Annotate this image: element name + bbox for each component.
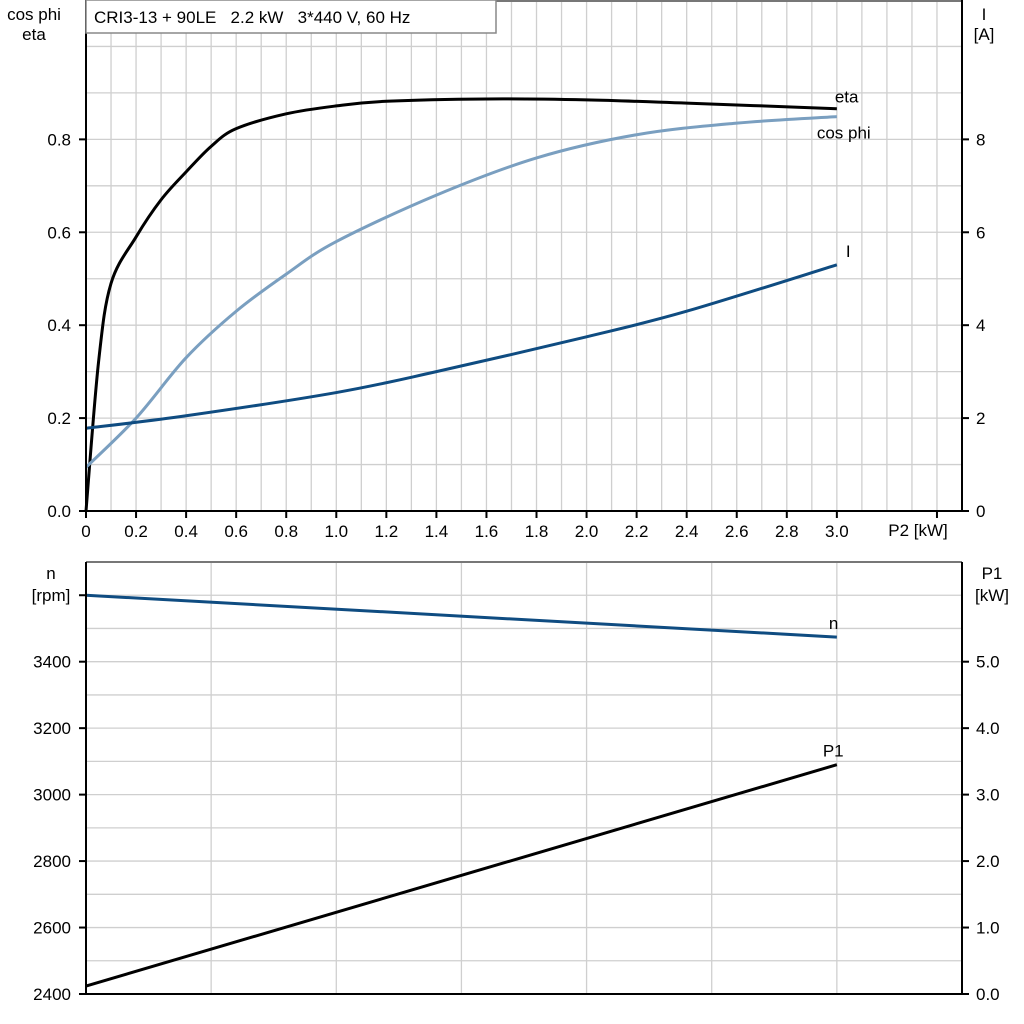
y-left-tick-label: 0.4 [47, 316, 71, 335]
series-label-n: n [829, 614, 838, 633]
curves [84, 97, 838, 988]
x-tick-label: 0.4 [174, 522, 198, 541]
x-tick-label: 2.2 [625, 522, 649, 541]
x-tick-label: 2.4 [675, 522, 699, 541]
series-label-cos-phi: cos phi [817, 124, 871, 143]
x-tick-label: 2.6 [725, 522, 749, 541]
series-label-P1: P1 [823, 742, 844, 761]
series-n [85, 593, 837, 639]
x-axis-label: P2 [kW] [888, 521, 948, 540]
y-left-tick-label: 3200 [33, 719, 71, 738]
bottom-right-axis-label-2: [kW] [975, 586, 1009, 605]
y-right-tick-label: 2.0 [976, 852, 1000, 871]
x-tick-label: 2.8 [775, 522, 799, 541]
x-tick-label: 1.6 [475, 522, 499, 541]
top-left-axis-label-1: cos phi [7, 5, 61, 24]
title-box [85, 0, 497, 34]
series-I [85, 263, 838, 430]
x-tick-label: 1.2 [375, 522, 399, 541]
x-tick-label: 3.0 [825, 522, 849, 541]
axes [79, 0, 969, 995]
y-right-tick-label: 0 [976, 502, 985, 521]
x-tick-label: 1.4 [425, 522, 449, 541]
series-eta [84, 97, 837, 512]
y-right-tick-label: 4 [976, 316, 985, 335]
y-right-tick-label: 1.0 [976, 919, 1000, 938]
y-left-tick-label: 0.0 [47, 502, 71, 521]
bottom-grid [86, 562, 962, 994]
y-left-tick-label: 3400 [33, 653, 71, 672]
labels: 0 0.2 0.4 0.6 0.8 1.0 1.2 1.4 1.6 1.8 2.0 2.2 2.4 2.6… [33, 88, 999, 1004]
top-right-axis-label-2: [A] [974, 25, 995, 44]
chart-title: CRI3-13 + 90LE 2.2 kW 3*440 V, 60 Hz [94, 8, 410, 27]
top-right-axis-label-1: I [982, 5, 987, 24]
x-tick-label: 0.2 [124, 522, 148, 541]
y-right-tick-label: 3.0 [976, 786, 1000, 805]
series-label-eta: eta [835, 88, 859, 107]
series-label-I: I [846, 242, 851, 261]
bottom-left-axis-label-2: [rpm] [32, 586, 71, 605]
x-tick-label: 2.0 [575, 522, 599, 541]
y-right-tick-label: 4.0 [976, 719, 1000, 738]
y-left-tick-label: 0.2 [47, 409, 71, 428]
top-grid [86, 0, 962, 511]
y-right-tick-label: 5.0 [976, 653, 1000, 672]
top-left-axis-label-2: eta [22, 25, 46, 44]
bottom-right-axis-label-1: P1 [982, 564, 1003, 583]
y-left-tick-label: 3000 [33, 786, 71, 805]
x-tick-label: 0 [81, 522, 90, 541]
y-left-tick-label: 0.8 [47, 130, 71, 149]
y-right-tick-label: 2 [976, 409, 985, 428]
x-tick-label: 0.6 [224, 522, 248, 541]
y-left-tick-label: 2400 [33, 985, 71, 1004]
y-right-tick-label: 8 [976, 130, 985, 149]
x-tick-label: 1.0 [324, 522, 348, 541]
y-left-tick-label: 0.6 [47, 223, 71, 242]
y-right-tick-label: 0.0 [976, 985, 1000, 1004]
x-tick-label: 0.8 [274, 522, 298, 541]
series-P1 [85, 763, 838, 988]
y-right-tick-label: 6 [976, 223, 985, 242]
y-left-tick-label: 2600 [33, 919, 71, 938]
x-tick-label: 1.8 [525, 522, 549, 541]
y-left-tick-label: 2800 [33, 852, 71, 871]
bottom-left-axis-label-1: n [46, 564, 55, 583]
series-cos-phi [84, 115, 837, 469]
